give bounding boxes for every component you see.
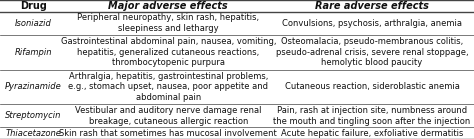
Text: Gastrointestinal abdominal pain, nausea, vomiting,
hepatitis, generalized cutane: Gastrointestinal abdominal pain, nausea,…	[61, 37, 276, 67]
Text: Skin rash that sometimes has mucosal involvement: Skin rash that sometimes has mucosal inv…	[59, 129, 277, 138]
Text: Major adverse effects: Major adverse effects	[109, 1, 228, 11]
Text: Cutaneous reaction, sideroblastic anemia: Cutaneous reaction, sideroblastic anemia	[285, 82, 459, 91]
Text: Vestibular and auditory nerve damage renal
breakage, cutaneous allergic reaction: Vestibular and auditory nerve damage ren…	[75, 106, 262, 126]
Text: Osteomalacia, pseudo-membranous colitis,
pseudo-adrenal crisis, severe renal sto: Osteomalacia, pseudo-membranous colitis,…	[276, 37, 468, 67]
Text: Rare adverse effects: Rare adverse effects	[315, 1, 429, 11]
Text: Convulsions, psychosis, arthralgia, anemia: Convulsions, psychosis, arthralgia, anem…	[282, 19, 462, 28]
Text: Arthralgia, hepatitis, gastrointestinal problems,
e.g., stomach upset, nausea, p: Arthralgia, hepatitis, gastrointestinal …	[68, 72, 268, 102]
Text: Rifampin: Rifampin	[14, 48, 52, 57]
Text: Isoniazid: Isoniazid	[15, 19, 52, 28]
Text: Streptomycin: Streptomycin	[5, 111, 61, 120]
Text: Drug: Drug	[20, 1, 46, 11]
Text: Thiacetazone: Thiacetazone	[5, 129, 61, 138]
Text: Pain, rash at injection site, numbness around
the mouth and tingling soon after : Pain, rash at injection site, numbness a…	[273, 106, 471, 126]
Text: Peripheral neuropathy, skin rash, hepatitis,
sleepiness and lethargy: Peripheral neuropathy, skin rash, hepati…	[77, 13, 259, 33]
Text: Pyrazinamide: Pyrazinamide	[5, 82, 62, 91]
Text: Acute hepatic failure, exfoliative dermatitis: Acute hepatic failure, exfoliative derma…	[281, 129, 463, 138]
